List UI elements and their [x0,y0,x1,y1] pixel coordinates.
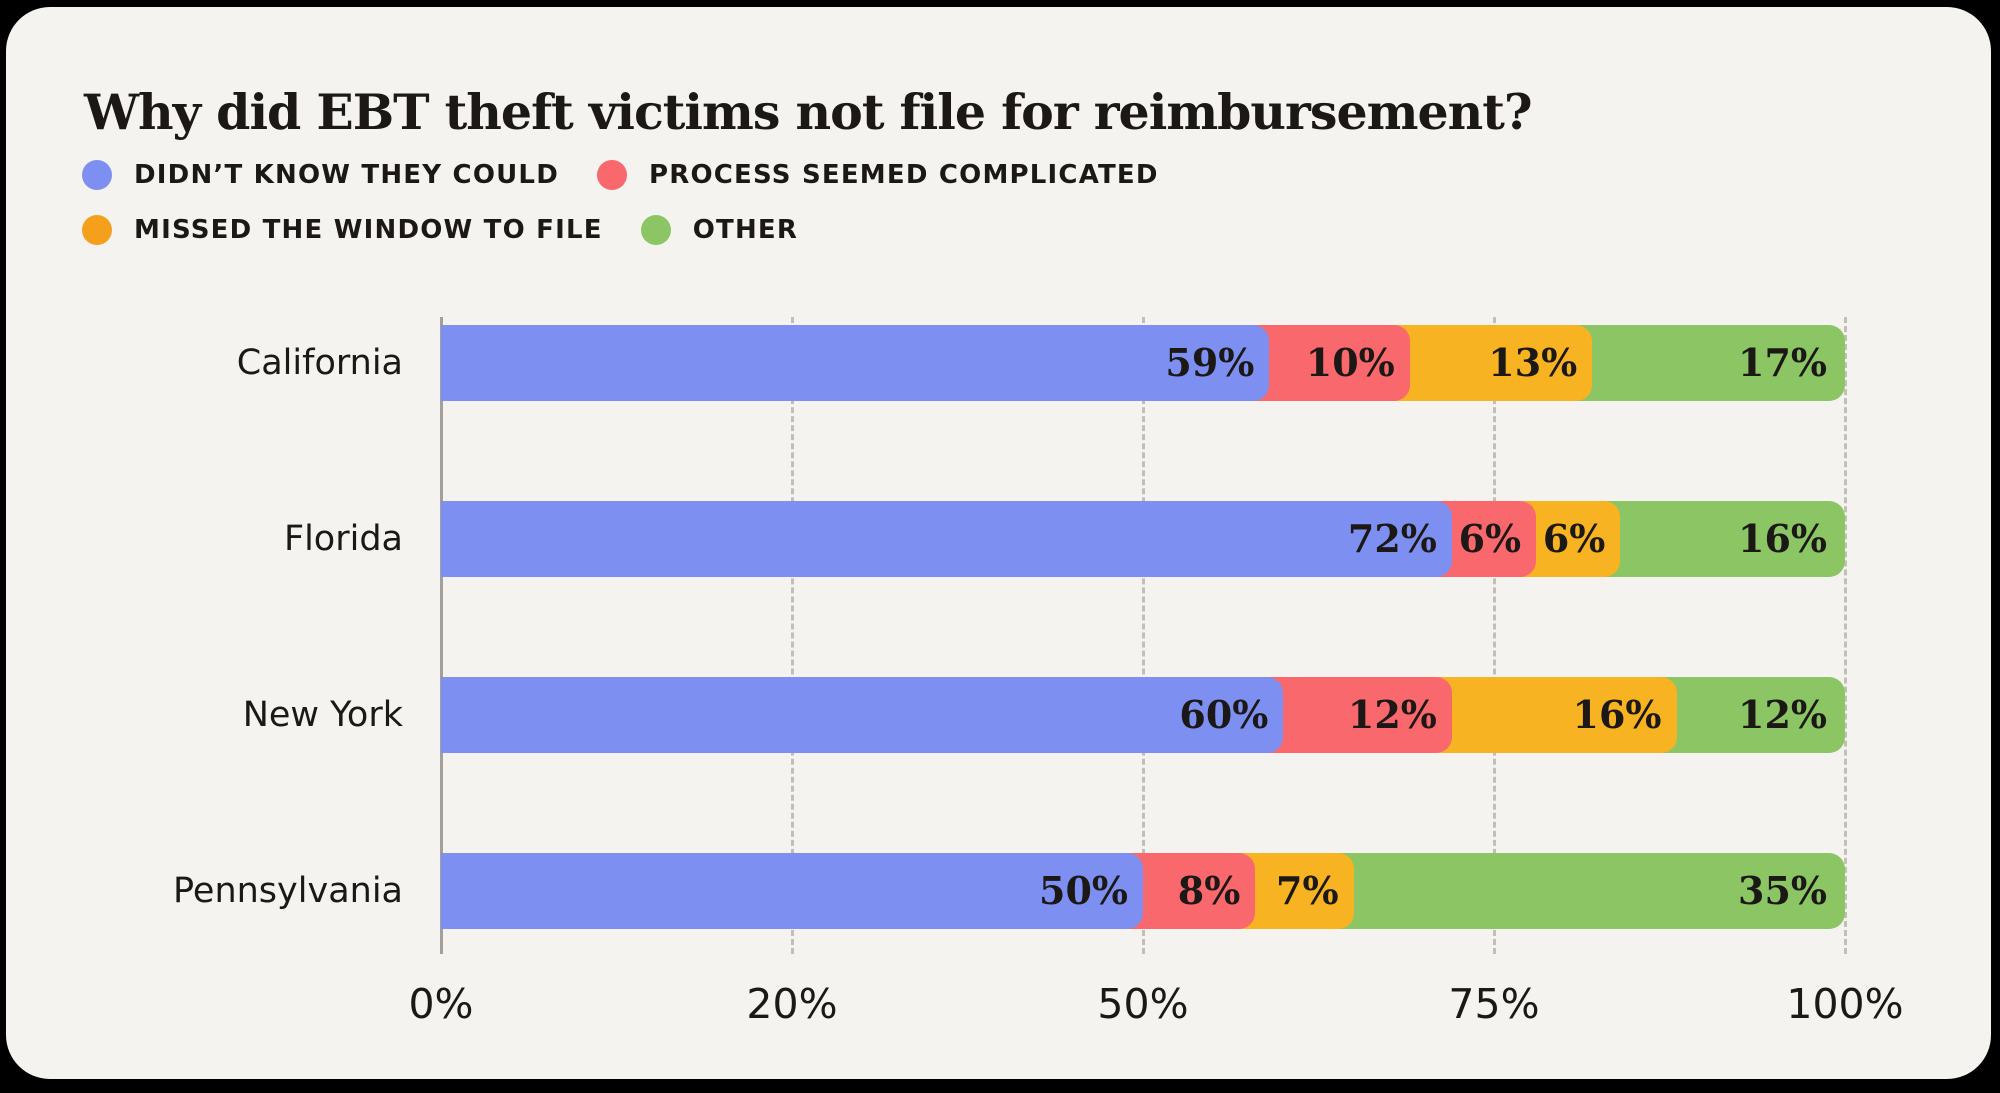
bar-value-label: 8% [1177,868,1241,913]
bar-value-label: 17% [1738,340,1827,385]
bar-row: 50% 8% 7% 35% [441,853,1845,929]
plot-area: 59% 10% 13% 17% 72% 6% 6% 16% 60% 12% 16% 12% 50% 8% 7… [439,317,1847,954]
gridline [790,317,794,954]
legend-item: DIDN’T KNOW THEY COULD [82,160,559,190]
gridline [1141,317,1145,954]
bar-value-label: 59% [1165,340,1255,385]
bar-value-label: 12% [1738,692,1827,737]
legend-item-label: MISSED THE WINDOW TO FILE [134,215,603,245]
x-tick-label: 100% [1786,980,1904,1028]
axis-line [439,317,443,954]
bar-row: 72% 6% 6% 16% [441,501,1845,577]
x-tick-label: 50% [1097,980,1189,1028]
legend-dot-icon [82,215,112,245]
legend-item: PROCESS SEEMED COMPLICATED [596,160,1159,190]
bar-value-label: 10% [1305,340,1395,385]
legend-dot-icon [640,215,671,245]
gridline [1492,317,1496,954]
category-label: California [236,343,403,383]
bar-row: 59% 10% 13% 17% [441,325,1845,401]
bar-segment [441,677,1284,753]
bar-value-label: 6% [1542,516,1606,561]
bar-value-label: 7% [1276,868,1339,913]
legend-row: MISSED THE WINDOW TO FILE OTHER [82,215,1159,245]
bar-value-label: 12% [1347,692,1437,737]
bar-segment [441,325,1270,401]
legend-dot-icon [82,160,112,190]
chart-title: Why did EBT theft victims not file for r… [84,83,1533,141]
category-label: Pennsylvania [173,871,403,911]
bar-segment [441,501,1452,577]
legend-item: OTHER [640,215,799,245]
bar-value-label: 60% [1179,692,1269,737]
legend-item: MISSED THE WINDOW TO FILE [82,215,603,245]
bar-value-label: 13% [1488,340,1578,385]
x-tick-label: 20% [746,980,838,1028]
legend-item-label: OTHER [692,215,799,245]
legend-item-label: PROCESS SEEMED COMPLICATED [648,160,1159,190]
bar-value-label: 50% [1039,868,1128,913]
bar-row: 60% 12% 16% 12% [441,677,1845,753]
legend-row: DIDN’T KNOW THEY COULD PROCESS SEEMED COM… [82,160,1159,190]
bar-segment [441,853,1143,929]
x-tick-label: 75% [1448,980,1540,1028]
bar-value-label: 16% [1738,516,1827,561]
legend-item-label: DIDN’T KNOW THEY COULD [134,160,559,190]
category-label: New York [242,695,403,735]
bar-value-label: 16% [1572,692,1662,737]
bar-value-label: 6% [1458,516,1522,561]
x-tick-label: 0% [408,980,474,1028]
bar-value-label: 35% [1738,868,1827,913]
legend: DIDN’T KNOW THEY COULD PROCESS SEEMED COM… [82,160,1159,245]
bar-value-label: 72% [1347,516,1437,561]
gridline [1843,317,1847,954]
legend-dot-icon [596,160,627,190]
category-label: Florida [283,519,403,559]
